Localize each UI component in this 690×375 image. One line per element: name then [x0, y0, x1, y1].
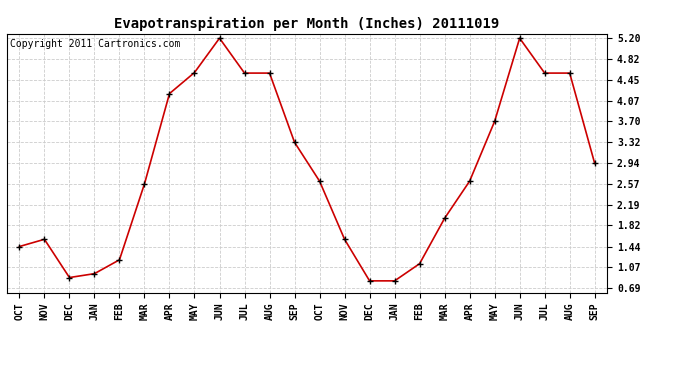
- Title: Evapotranspiration per Month (Inches) 20111019: Evapotranspiration per Month (Inches) 20…: [115, 17, 500, 31]
- Text: Copyright 2011 Cartronics.com: Copyright 2011 Cartronics.com: [10, 39, 180, 49]
